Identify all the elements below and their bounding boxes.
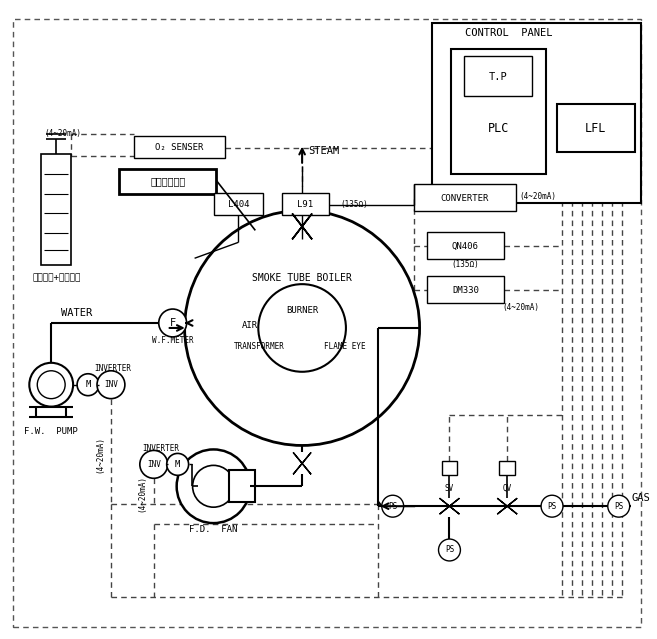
Circle shape: [541, 495, 563, 517]
Text: W.F.METER: W.F.METER: [152, 336, 194, 346]
Text: WATER: WATER: [61, 308, 93, 318]
Bar: [414, 183, 516, 212]
Circle shape: [177, 449, 250, 523]
Circle shape: [30, 363, 73, 406]
Text: LFL: LFL: [585, 122, 606, 135]
Text: O₂ SENSER: O₂ SENSER: [156, 143, 204, 152]
Bar: [432, 23, 641, 203]
Text: QN406: QN406: [452, 242, 479, 251]
Text: F.W.  PUMP: F.W. PUMP: [24, 427, 78, 436]
Text: 배기가스차단: 배기가스차단: [150, 176, 185, 187]
Text: PS: PS: [547, 502, 556, 511]
Bar: [119, 169, 217, 194]
Circle shape: [193, 465, 235, 507]
Circle shape: [97, 371, 125, 399]
Text: 정전압식+극저수위: 정전압식+극저수위: [32, 273, 80, 282]
Text: STEAM: STEAM: [308, 146, 339, 156]
Bar: [283, 192, 329, 215]
Text: DM330: DM330: [452, 286, 479, 295]
Text: L404: L404: [227, 200, 249, 209]
Bar: [499, 461, 515, 475]
Text: (135Ω): (135Ω): [451, 259, 479, 269]
Bar: [134, 136, 225, 158]
Polygon shape: [440, 498, 459, 514]
Text: GAS: GAS: [631, 493, 650, 504]
Circle shape: [608, 495, 629, 517]
Bar: [451, 49, 546, 174]
Circle shape: [77, 374, 99, 396]
Circle shape: [37, 371, 65, 399]
Text: (4~20mA): (4~20mA): [502, 302, 539, 312]
Text: M: M: [85, 380, 91, 389]
Text: PLC: PLC: [487, 122, 509, 135]
Text: SV: SV: [445, 484, 454, 493]
Polygon shape: [292, 213, 312, 240]
Text: T.P: T.P: [489, 72, 508, 82]
Bar: [41, 154, 71, 265]
Text: SMOKE TUBE BOILER: SMOKE TUBE BOILER: [252, 273, 352, 283]
Text: INV: INV: [147, 460, 161, 469]
Text: CONVERTER: CONVERTER: [440, 194, 489, 203]
Text: INVERTER: INVERTER: [95, 364, 131, 373]
Circle shape: [438, 539, 461, 561]
Text: FLAME EYE: FLAME EYE: [324, 343, 366, 351]
Text: INVERTER: INVERTER: [142, 444, 179, 453]
Text: PS: PS: [445, 546, 454, 555]
Bar: [426, 233, 504, 259]
Text: F.D.  FAN: F.D. FAN: [189, 525, 238, 534]
Text: PS: PS: [388, 502, 397, 511]
Text: (4~20mA): (4~20mA): [137, 475, 147, 512]
Circle shape: [167, 454, 189, 475]
Text: (135Ω): (135Ω): [340, 200, 368, 209]
Bar: [557, 104, 635, 151]
Circle shape: [159, 309, 187, 337]
Circle shape: [185, 210, 420, 445]
Circle shape: [258, 284, 346, 372]
Bar: [229, 470, 256, 502]
Text: (4~20mA): (4~20mA): [45, 129, 81, 138]
Text: CONTROL  PANEL: CONTROL PANEL: [465, 28, 553, 38]
Text: (4~20mA): (4~20mA): [519, 192, 556, 201]
Text: PS: PS: [614, 502, 623, 511]
Text: QV: QV: [503, 484, 512, 493]
Bar: [442, 461, 457, 475]
Polygon shape: [293, 452, 311, 474]
Text: L91: L91: [297, 200, 313, 209]
Text: (4~20mA): (4~20mA): [95, 436, 104, 473]
Text: M: M: [175, 460, 180, 469]
Bar: [214, 192, 263, 215]
Text: BURNER: BURNER: [286, 305, 318, 314]
Text: TRANSFORMER: TRANSFORMER: [234, 343, 284, 351]
Text: INV: INV: [104, 380, 118, 389]
Text: AIR: AIR: [242, 321, 258, 330]
Bar: [426, 276, 504, 303]
Circle shape: [382, 495, 403, 517]
Text: F: F: [170, 318, 176, 328]
Polygon shape: [497, 498, 517, 514]
Circle shape: [140, 450, 168, 479]
Bar: [464, 56, 532, 96]
